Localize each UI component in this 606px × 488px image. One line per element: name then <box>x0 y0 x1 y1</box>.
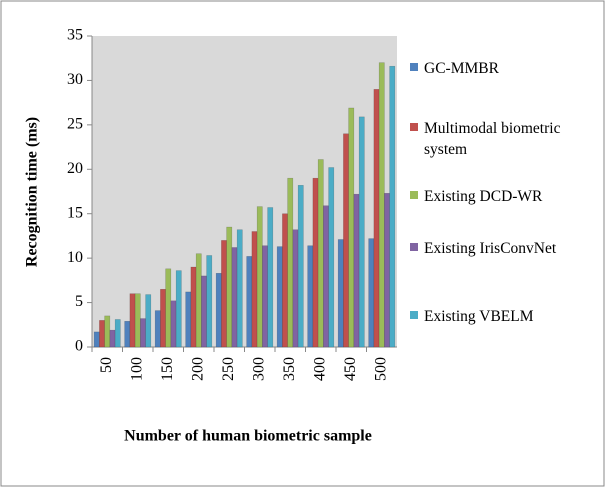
bar <box>297 185 304 348</box>
legend-label: Existing IrisConvNet <box>424 240 557 257</box>
bar <box>368 238 375 348</box>
bar <box>109 329 116 348</box>
bar <box>348 107 355 348</box>
bar <box>287 177 294 348</box>
bar <box>276 246 283 348</box>
bar <box>256 206 263 348</box>
bar <box>215 272 222 348</box>
bar <box>190 266 197 348</box>
x-tick-label: 200 <box>189 357 206 381</box>
legend-item: Existing IrisConvNet <box>410 238 606 259</box>
legend-swatch <box>410 243 418 251</box>
bar <box>185 291 192 348</box>
bar <box>140 318 146 348</box>
bar <box>378 62 385 348</box>
bar <box>99 320 105 348</box>
x-tick-label: 400 <box>311 357 328 381</box>
bar <box>154 310 161 348</box>
bar <box>129 293 136 348</box>
bar <box>124 320 131 348</box>
plot: 0 5 10 15 20 25 30 35 50 100 150 200 250 300 350 400 450… <box>67 27 397 381</box>
bar <box>267 207 274 348</box>
x-tick-label: 50 <box>98 357 115 373</box>
y-tick-label: 30 <box>67 71 83 88</box>
bar <box>165 268 172 348</box>
bar <box>221 240 227 348</box>
bar <box>312 177 319 348</box>
bar <box>343 133 349 348</box>
y-axis-label: Recognition time (ms) <box>24 117 41 267</box>
bar <box>317 159 324 348</box>
legend-label: Existing DCD-WR <box>424 188 543 205</box>
x-tick-label: 100 <box>128 357 145 381</box>
y-tick-label: 15 <box>67 204 83 221</box>
legend-item: Existing VBELM <box>410 306 606 327</box>
bar <box>292 229 299 348</box>
legend-swatch <box>410 191 418 199</box>
bar <box>337 239 344 348</box>
legend-swatch <box>410 123 418 131</box>
bar <box>282 213 288 348</box>
bar <box>251 231 258 348</box>
bar <box>170 300 177 348</box>
bar <box>134 293 141 348</box>
y-tick-label: 25 <box>67 116 83 133</box>
bar <box>206 255 213 348</box>
bar <box>307 245 314 348</box>
bar <box>93 331 100 348</box>
bar <box>236 229 243 348</box>
x-axis-label: Number of human biometric sample <box>124 428 372 445</box>
y-tick-label: 10 <box>67 249 83 266</box>
y-tick-label: 5 <box>75 293 83 310</box>
x-tick-label: 450 <box>342 357 359 381</box>
legend-swatch <box>410 63 418 71</box>
x-tick-label: 250 <box>220 357 237 381</box>
bar <box>175 270 182 348</box>
x-tick-label: 150 <box>159 357 176 381</box>
legend-swatch <box>410 311 418 319</box>
x-tick-label: 300 <box>250 357 267 381</box>
bar <box>160 288 166 348</box>
legend-label: GC-MMBR <box>424 60 499 77</box>
bar <box>323 205 329 348</box>
legend-label: Multimodal biometric system <box>424 120 561 158</box>
y-tick-label: 35 <box>67 27 83 44</box>
bar <box>353 193 360 348</box>
bar <box>195 253 202 348</box>
legend-item: Multimodal biometric system <box>410 118 606 160</box>
bar <box>201 275 207 348</box>
legend-item: GC-MMBR <box>410 58 606 79</box>
x-tick-label: 350 <box>281 357 298 381</box>
bar <box>104 315 111 348</box>
bar <box>328 167 335 348</box>
bar <box>389 65 396 348</box>
y-tick-label: 0 <box>75 338 83 355</box>
legend-label: Existing VBELM <box>424 308 534 325</box>
bar <box>262 245 268 348</box>
bar <box>114 319 121 348</box>
bar <box>246 256 253 348</box>
x-tick-label: 500 <box>372 357 389 381</box>
legend-item: Existing DCD-WR <box>410 186 606 207</box>
bar <box>226 226 233 348</box>
bar <box>145 294 152 348</box>
bar <box>358 116 365 348</box>
bar <box>373 89 380 348</box>
bar <box>384 193 390 348</box>
bar <box>231 247 238 348</box>
y-tick-label: 20 <box>67 160 83 177</box>
